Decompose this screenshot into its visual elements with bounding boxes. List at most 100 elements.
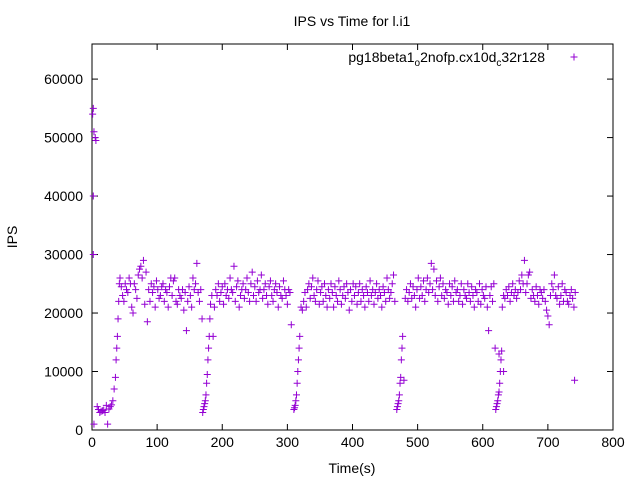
data-point [282,291,290,299]
data-point [106,403,114,411]
data-point [195,297,203,305]
data-point [327,280,335,288]
data-point [287,321,295,329]
data-point [356,280,364,288]
data-point [490,280,498,288]
data-point [470,303,478,311]
data-point [205,344,213,352]
data-point [239,280,247,288]
legend-text-part: 2nofp.cx10d [420,49,496,65]
data-point [345,306,353,314]
data-point [460,286,468,294]
data-point [397,373,405,381]
data-point [128,303,136,311]
data-point [285,286,293,294]
data-point [298,306,306,314]
data-point [388,280,396,288]
data-point [509,280,517,288]
data-point [145,286,153,294]
data-point [272,280,280,288]
data-point [177,294,185,302]
data-point [197,286,205,294]
data-point [418,291,426,299]
data-point [324,286,332,294]
data-point [430,265,438,273]
data-point [156,291,164,299]
data-point [234,277,242,285]
data-point [522,289,530,297]
data-point [189,274,197,282]
data-point [114,315,122,323]
data-point [390,271,398,279]
data-point [124,289,132,297]
data-point [152,277,160,285]
data-point [451,277,459,285]
data-point [497,356,505,364]
data-point [233,283,241,291]
data-point [386,294,394,302]
data-point [162,286,170,294]
data-point [113,332,121,340]
data-point [116,274,124,282]
data-point [478,286,486,294]
data-point [269,297,277,305]
data-point [440,294,448,302]
data-point [515,277,523,285]
data-point [104,420,112,428]
data-point [292,391,300,399]
data-point [382,297,390,305]
data-point [257,271,265,279]
data-point [317,289,325,297]
data-point [477,300,485,308]
data-point [151,303,159,311]
data-point [261,280,269,288]
data-point [443,289,451,297]
data-point [220,300,228,308]
data-point [492,403,500,411]
data-point [315,300,323,308]
legend-text-part: 32r128 [501,49,545,65]
data-point [250,291,258,299]
data-point [307,283,315,291]
data-point [247,280,255,288]
data-point [260,286,268,294]
data-point [264,300,272,308]
data-point [229,289,237,297]
data-point [206,315,214,323]
data-point [393,406,401,414]
data-point [548,280,556,288]
data-point [348,297,356,305]
data-point [226,274,234,282]
x-tick-label: 800 [601,434,625,450]
data-point [212,286,220,294]
data-point [524,271,532,279]
data-point [268,291,276,299]
data-point [89,251,97,259]
data-point [302,303,310,311]
data-point [353,300,361,308]
data-point [461,291,469,299]
x-tick-label: 600 [471,434,495,450]
data-point [459,300,467,308]
data-point [404,297,412,305]
data-point [352,283,360,291]
data-point [549,286,557,294]
data-point [279,277,287,285]
data-point [225,294,233,302]
data-point [213,291,221,299]
data-point [561,286,569,294]
data-point [143,318,151,326]
data-point [506,297,514,305]
data-point [92,137,100,144]
data-point [442,286,450,294]
data-point [363,289,371,297]
data-point [326,294,334,302]
data-point [332,291,340,299]
data-point [240,294,248,302]
y-tick-label: 0 [75,422,83,438]
data-point [266,277,274,285]
data-point [455,297,463,305]
data-point [330,303,338,311]
data-point [439,280,447,288]
